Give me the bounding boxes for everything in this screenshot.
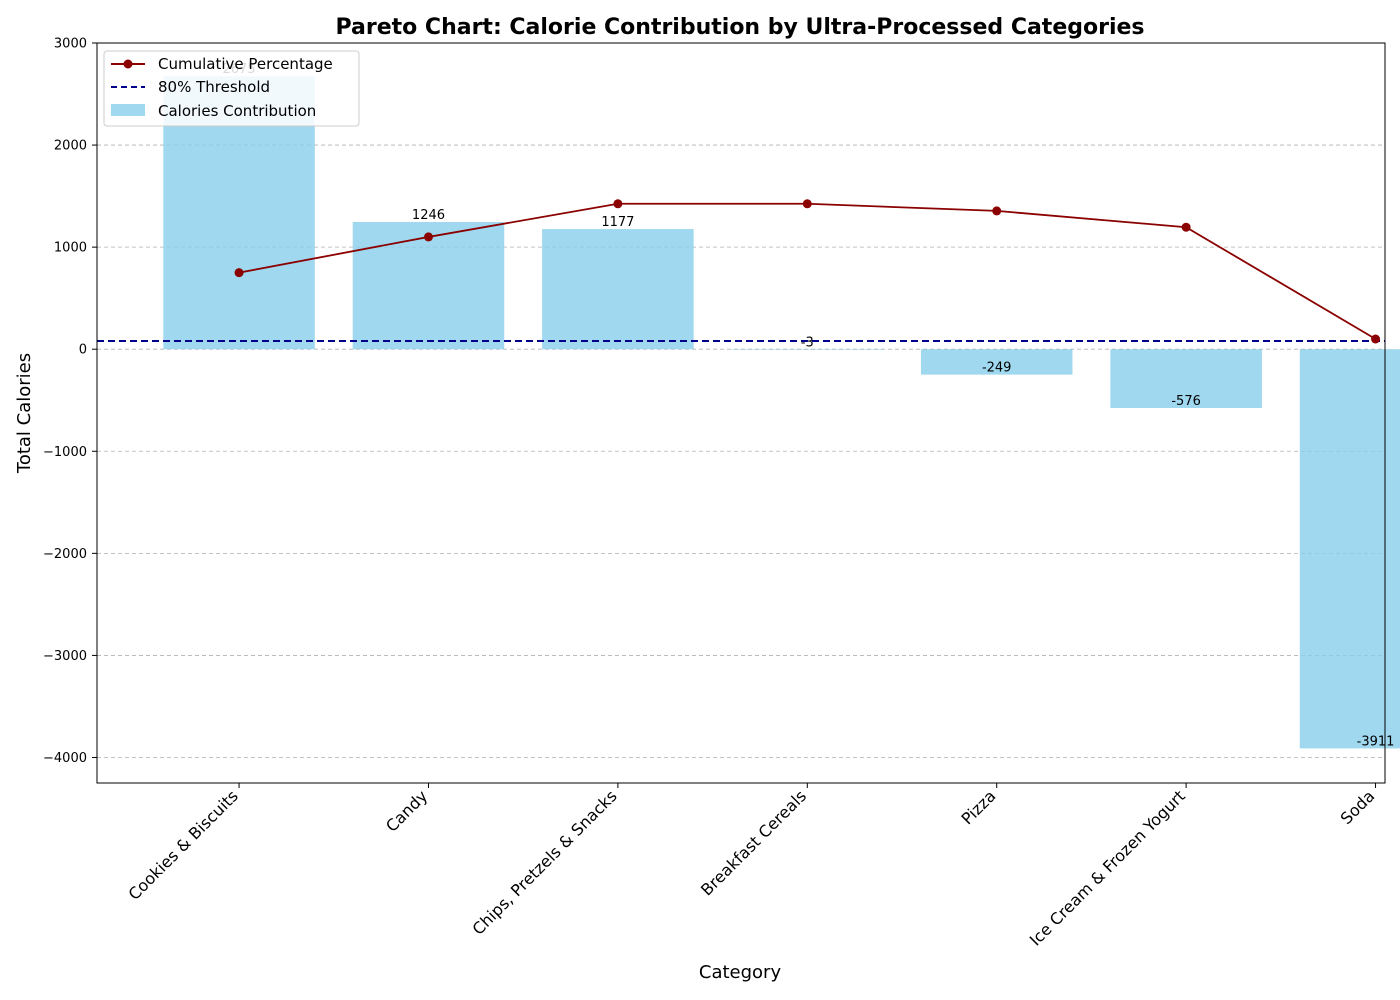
legend-label-bars: Calories Contribution [158,102,316,120]
cumulative-point [1181,222,1191,232]
legend: Cumulative Percentage 80% Threshold Calo… [103,50,360,127]
cumulative-point [234,268,244,278]
y-tick-label: 3000 [54,37,87,52]
y-axis-ticks: 3000 2000 1000 0 −1000 −2000 −3000 −4000 [43,37,97,766]
x-tick-label: Ice Cream & Frozen Yogurt [1026,786,1189,949]
bar-value-label: 1246 [412,208,445,223]
y-tick-label: −2000 [43,547,87,562]
cumulative-point [613,199,623,209]
bar-value-label: -249 [982,361,1012,376]
x-axis-ticks: Cookies & Biscuits Candy Chips, Pretzels &… [124,783,1378,950]
y-tick-label: −4000 [43,751,87,766]
lines [97,199,1385,344]
bar-calories [542,229,694,350]
x-tick-label: Cookies & Biscuits [124,786,241,903]
legend-marker-swatch [123,59,133,69]
bar-value-label: 1177 [601,215,634,230]
y-tick-label: 0 [79,343,87,358]
bar-calories [1110,349,1262,408]
x-tick-label: Breakfast Cereals [697,786,810,899]
legend-box [103,50,360,127]
bar-calories [1299,349,1400,749]
bar-calories [352,222,505,350]
legend-label-threshold: 80% Threshold [158,78,270,96]
x-tick-label: Chips, Pretzels & Snacks [468,786,620,938]
plot-frame [96,42,1386,784]
cumulative-point [1371,334,1381,344]
bars [163,76,1400,749]
legend-bar-swatch [111,104,145,116]
x-axis-label: Category [699,962,782,983]
x-tick-label: Pizza [958,786,1000,828]
chart-title: Pareto Chart: Calorie Contribution by Ul… [335,15,1144,40]
cumulative-point [423,232,433,242]
y-tick-label: −3000 [43,649,87,664]
x-tick-label: Candy [382,786,431,835]
bar-value-label: -576 [1171,394,1201,409]
bar-calories [731,349,884,350]
bar-calories [920,349,1073,375]
y-tick-label: 1000 [54,241,87,256]
x-tick-label: Soda [1337,786,1379,828]
bar-value-label: -3 [801,336,814,351]
bar-value-label: -3911 [1357,734,1395,749]
y-tick-label: 2000 [54,139,87,154]
y-axis-label: Total Calories [14,353,35,474]
legend-label-cumulative: Cumulative Percentage [158,55,333,73]
cumulative-point [802,199,812,209]
cumulative-point [992,206,1002,216]
y-tick-label: −1000 [43,445,87,460]
